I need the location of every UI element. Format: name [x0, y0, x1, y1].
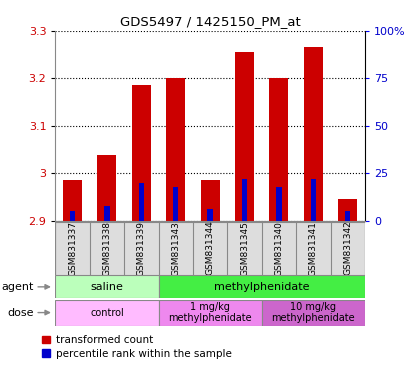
Bar	[166, 78, 185, 221]
Text: saline: saline	[90, 282, 123, 292]
Bar	[158, 275, 364, 298]
Bar	[104, 205, 109, 221]
Bar	[344, 211, 350, 221]
Bar	[337, 199, 356, 221]
Bar	[241, 179, 247, 221]
Bar	[63, 180, 82, 221]
Text: GSM831337: GSM831337	[68, 220, 77, 276]
Bar	[138, 183, 144, 221]
Bar	[310, 179, 315, 221]
Text: GSM831341: GSM831341	[308, 221, 317, 275]
Text: GSM831343: GSM831343	[171, 221, 180, 275]
Bar	[303, 47, 322, 221]
Text: GSM831340: GSM831340	[274, 221, 283, 275]
Bar	[132, 85, 151, 221]
Text: 10 mg/kg
methylphenidate: 10 mg/kg methylphenidate	[271, 302, 354, 323]
Bar	[55, 222, 364, 275]
Bar	[97, 155, 116, 221]
Text: 1 mg/kg
methylphenidate: 1 mg/kg methylphenidate	[168, 302, 251, 323]
Legend: transformed count, percentile rank within the sample: transformed count, percentile rank withi…	[42, 336, 231, 359]
Bar	[158, 300, 261, 326]
Bar	[173, 187, 178, 221]
Bar	[70, 211, 75, 221]
Text: methylphenidate: methylphenidate	[213, 282, 309, 292]
Bar	[55, 300, 158, 326]
Text: dose: dose	[7, 308, 34, 318]
Bar	[234, 52, 253, 221]
Bar	[261, 300, 364, 326]
Bar	[55, 275, 158, 298]
Text: GSM831342: GSM831342	[342, 221, 351, 275]
Text: GSM831345: GSM831345	[239, 221, 248, 275]
Bar	[269, 78, 288, 221]
Text: agent: agent	[1, 282, 34, 292]
Text: GSM831339: GSM831339	[137, 220, 146, 276]
Text: GSM831338: GSM831338	[102, 220, 111, 276]
Text: GSM831344: GSM831344	[205, 221, 214, 275]
Bar	[276, 187, 281, 221]
Bar	[207, 209, 212, 221]
Bar	[200, 180, 219, 221]
Title: GDS5497 / 1425150_PM_at: GDS5497 / 1425150_PM_at	[119, 15, 300, 28]
Text: control: control	[90, 308, 124, 318]
